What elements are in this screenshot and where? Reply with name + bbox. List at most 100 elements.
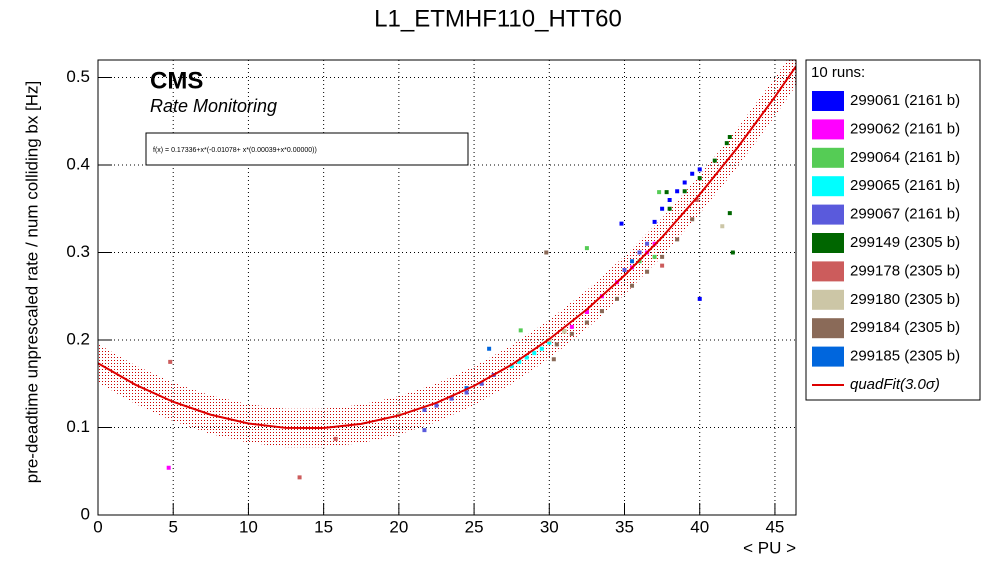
y-tick-label: 0.1 <box>66 417 90 436</box>
y-tick-label: 0 <box>81 504 90 523</box>
plot-frame <box>97 59 797 516</box>
data-point <box>614 296 619 301</box>
data-point <box>667 206 672 211</box>
data-point <box>584 320 589 325</box>
legend-label: 299184 (2305 b) <box>850 319 960 336</box>
data-point <box>660 263 665 268</box>
legend-swatch <box>812 261 844 282</box>
data-point <box>730 250 735 255</box>
legend-title: 10 runs: <box>811 64 865 81</box>
data-point <box>697 167 702 172</box>
x-tick-label: 30 <box>540 517 559 536</box>
x-tick-label: 45 <box>765 517 784 536</box>
data-point <box>487 346 492 351</box>
legend-swatch <box>812 147 844 168</box>
data-point <box>168 359 173 364</box>
data-point <box>637 250 642 255</box>
data-point <box>727 135 732 139</box>
legend-label: 299061 (2161 b) <box>850 92 960 109</box>
y-tick-label: 0.2 <box>66 329 90 348</box>
data-point <box>584 246 589 251</box>
plot-area <box>97 60 796 516</box>
y-axis-label: pre-deadtime unprescaled rate / num coll… <box>22 81 41 484</box>
y-tick-label: 0.5 <box>66 67 90 86</box>
legend-label: 299178 (2305 b) <box>850 262 960 279</box>
fit-line <box>98 65 796 430</box>
data-point <box>675 237 680 242</box>
data-point <box>690 171 695 176</box>
data-point <box>333 436 338 441</box>
legend-label: 299065 (2161 b) <box>850 177 960 194</box>
x-tick-label: 25 <box>465 517 484 536</box>
data-point <box>712 158 717 163</box>
data-point <box>509 364 514 369</box>
x-tick-label: 15 <box>314 517 333 536</box>
data-point <box>517 359 522 364</box>
data-point <box>630 259 635 264</box>
data-point <box>584 310 589 314</box>
data-point <box>630 283 635 288</box>
plot-clip <box>98 60 796 480</box>
data-point <box>619 221 624 226</box>
data-point <box>660 254 665 259</box>
y-tick-label: 0.4 <box>66 154 90 173</box>
data-point <box>652 219 657 224</box>
legend-swatch <box>812 176 844 197</box>
data-point <box>645 269 650 274</box>
experiment-label: CMS <box>150 67 203 94</box>
data-point <box>697 296 702 301</box>
legend-label: 299180 (2305 b) <box>850 291 960 308</box>
data-point <box>682 189 687 194</box>
legend-label: 299064 (2161 b) <box>850 149 960 166</box>
formula-box <box>145 132 469 166</box>
legend-swatch <box>812 91 844 111</box>
x-tick-label: 40 <box>690 517 709 536</box>
legend-swatch <box>812 289 844 310</box>
data-point <box>569 324 574 329</box>
data-point <box>622 268 627 272</box>
legend-box <box>805 59 981 401</box>
y-tick-label: 0.3 <box>66 242 90 261</box>
legend-swatch <box>812 233 844 253</box>
legend: 299061 (2161 b) 299062 (2161 b) 299064 (21… <box>812 91 960 393</box>
data-point <box>675 189 680 194</box>
fit-band <box>98 60 796 448</box>
chart-title: L1_ETMHF110_HTT60 <box>374 5 622 32</box>
data-point <box>727 211 732 216</box>
data-point <box>690 217 695 222</box>
data-point <box>422 428 427 433</box>
data-point <box>599 309 604 314</box>
data-point <box>539 346 544 351</box>
data-point <box>166 465 171 470</box>
legend-swatch <box>812 346 844 367</box>
data-point <box>562 329 567 334</box>
data-point <box>652 254 657 259</box>
legend-swatch <box>812 318 844 339</box>
x-tick-label: 10 <box>239 517 258 536</box>
x-tick-label: 20 <box>389 517 408 536</box>
legend-swatch <box>812 119 844 140</box>
data-point <box>697 176 702 181</box>
data-point <box>660 206 665 211</box>
data-point <box>532 351 537 356</box>
x-tick-label: 0 <box>93 517 102 536</box>
data-point <box>464 386 469 391</box>
data-point <box>667 198 672 202</box>
data-point <box>694 198 699 202</box>
legend-label: 299067 (2161 b) <box>850 206 960 223</box>
x-tick-label: 35 <box>615 517 634 536</box>
x-axis-label: < PU > <box>743 538 796 557</box>
data-point <box>554 342 559 347</box>
data-point <box>449 396 454 401</box>
legend-label: 299185 (2305 b) <box>850 348 960 365</box>
data-point <box>518 328 523 333</box>
subtitle: Rate Monitoring <box>150 96 277 116</box>
data-point <box>297 475 302 480</box>
data-point <box>645 241 650 246</box>
data-point <box>479 381 484 386</box>
fit-formula: f(x) = 0.17336+x*(-0.01078+ x*(0.00039+x… <box>153 147 317 154</box>
data-point <box>524 355 529 360</box>
data-point <box>569 331 574 336</box>
data-point <box>434 403 439 408</box>
